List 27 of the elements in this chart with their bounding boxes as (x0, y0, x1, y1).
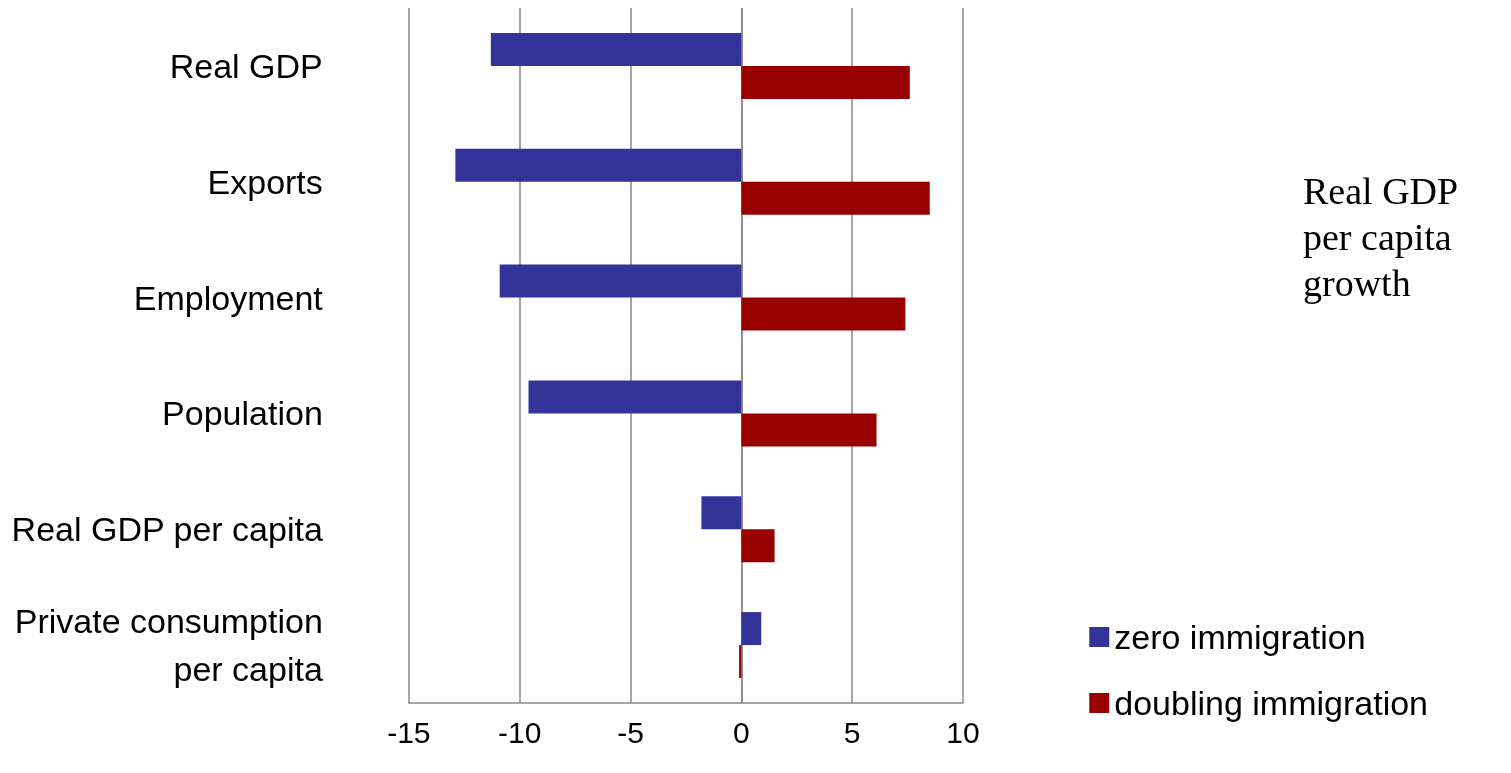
bar (741, 65, 910, 99)
x-tick-label: 0 (732, 715, 750, 749)
y-tick-label: Real GDP (169, 46, 323, 85)
bar (499, 264, 742, 298)
bar (741, 181, 930, 215)
bar (741, 413, 877, 447)
x-tick-label: 5 (843, 715, 861, 749)
x-tick-label: -10 (497, 715, 542, 749)
y-tick-label: Real GDP per capita (11, 510, 323, 549)
bar (741, 612, 762, 646)
legend-label: zero immigration (1114, 618, 1366, 656)
x-tick-label: 10 (946, 715, 980, 749)
x-tick-label: -5 (617, 715, 644, 749)
text: Real GDP per capita growth (1303, 170, 1467, 304)
bar (528, 380, 742, 414)
y-tick-label: Population (162, 394, 323, 433)
bar (455, 148, 742, 182)
bar (490, 32, 742, 66)
y-tick-label: Exports (207, 162, 323, 201)
legend-label: doubling immigration (1114, 684, 1429, 722)
y-tick-label: Employment (133, 278, 324, 317)
y-tick-label: Private consumption per capita (14, 602, 323, 689)
bar (701, 496, 742, 530)
bar (741, 529, 775, 563)
bar (741, 297, 906, 331)
bar (739, 645, 742, 679)
x-tick-label: -15 (387, 715, 431, 749)
